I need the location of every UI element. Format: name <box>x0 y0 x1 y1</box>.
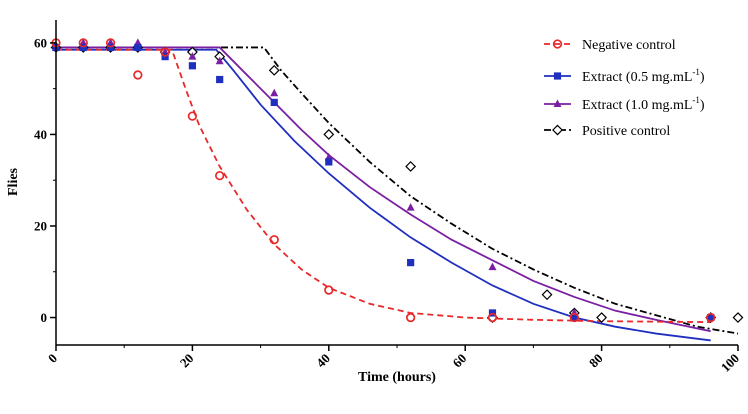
data-point-circle <box>187 111 198 121</box>
fit-line-3 <box>56 46 739 335</box>
legend-label-close: ) <box>700 98 705 113</box>
legend-label: Negative control <box>582 38 676 53</box>
x-tick-label: 100 <box>718 351 742 375</box>
fit-line-2 <box>56 46 711 333</box>
data-point-diamond <box>323 128 335 140</box>
legend-label-main: Negative control <box>582 38 676 53</box>
data-point-square <box>325 158 333 166</box>
legend-label: Positive control <box>582 124 670 139</box>
data-point-square <box>134 43 142 52</box>
y-tick-label: 40 <box>34 127 47 142</box>
legend-marker-triangle <box>553 99 562 107</box>
data-point-circle <box>160 47 170 57</box>
legend-label-sup: -1 <box>692 95 700 105</box>
y-tick-label: 60 <box>34 35 47 50</box>
y-ticks: 0 20 40 60 <box>34 35 56 325</box>
data-point-square <box>707 313 715 322</box>
data-point-diamond <box>405 161 417 172</box>
legend-label-main: Extract (1.0 mg.mL <box>582 98 692 113</box>
data-point-triangle <box>406 203 415 211</box>
data-point-triangle <box>215 56 224 65</box>
data-point-square <box>570 313 578 322</box>
legend-marker-diamond <box>552 124 563 136</box>
data-point-diamond <box>732 312 744 323</box>
data-point-circle <box>215 170 225 181</box>
data-points <box>50 38 744 323</box>
x-tick-label: 80 <box>586 351 606 371</box>
axes <box>55 20 738 346</box>
data-point-circle <box>324 285 334 295</box>
y-tick-label: 0 <box>41 310 48 325</box>
data-point-diamond <box>541 289 553 301</box>
y-axis-title: Flies <box>6 167 21 196</box>
data-point-square <box>270 98 278 106</box>
data-point-circle <box>133 70 143 80</box>
data-point-square <box>407 259 415 267</box>
data-point-circle <box>405 312 416 323</box>
legend-label-main: Positive control <box>582 124 670 139</box>
x-tick-label: 0 <box>45 351 60 366</box>
data-point-circle <box>105 38 116 48</box>
legend-label-sup: -1 <box>692 67 700 77</box>
data-point-diamond <box>268 64 280 76</box>
legend-label-main: Extract (0.5 mg.mL <box>582 70 692 85</box>
data-point-circle <box>569 312 579 323</box>
legend-label-close: ) <box>700 70 705 85</box>
data-point-triangle <box>488 262 497 271</box>
data-point-circle <box>487 312 498 323</box>
legend-marker-circle <box>552 39 563 49</box>
x-axis-title: Time (hours) <box>358 370 436 385</box>
data-point-square <box>216 75 224 84</box>
data-point-diamond <box>596 312 608 323</box>
legend-label: Extract (0.5 mg.mL-1) <box>582 67 705 85</box>
fit-lines <box>56 46 739 342</box>
data-point-square <box>188 62 196 70</box>
data-point-triangle <box>188 52 197 60</box>
data-point-circle <box>78 38 88 48</box>
data-point-triangle <box>270 88 279 97</box>
x-tick-label: 60 <box>450 351 470 371</box>
legend-marker-square <box>553 72 562 80</box>
x-tick-label: 40 <box>313 351 333 371</box>
y-tick-label: 20 <box>34 218 47 233</box>
fit-line-1 <box>56 48 711 342</box>
x-tick-label: 20 <box>177 351 197 371</box>
data-point-circle <box>269 235 279 245</box>
legend-label: Extract (1.0 mg.mL-1) <box>582 95 705 113</box>
data-point-circle <box>706 312 716 323</box>
fit-line-0 <box>56 48 711 324</box>
